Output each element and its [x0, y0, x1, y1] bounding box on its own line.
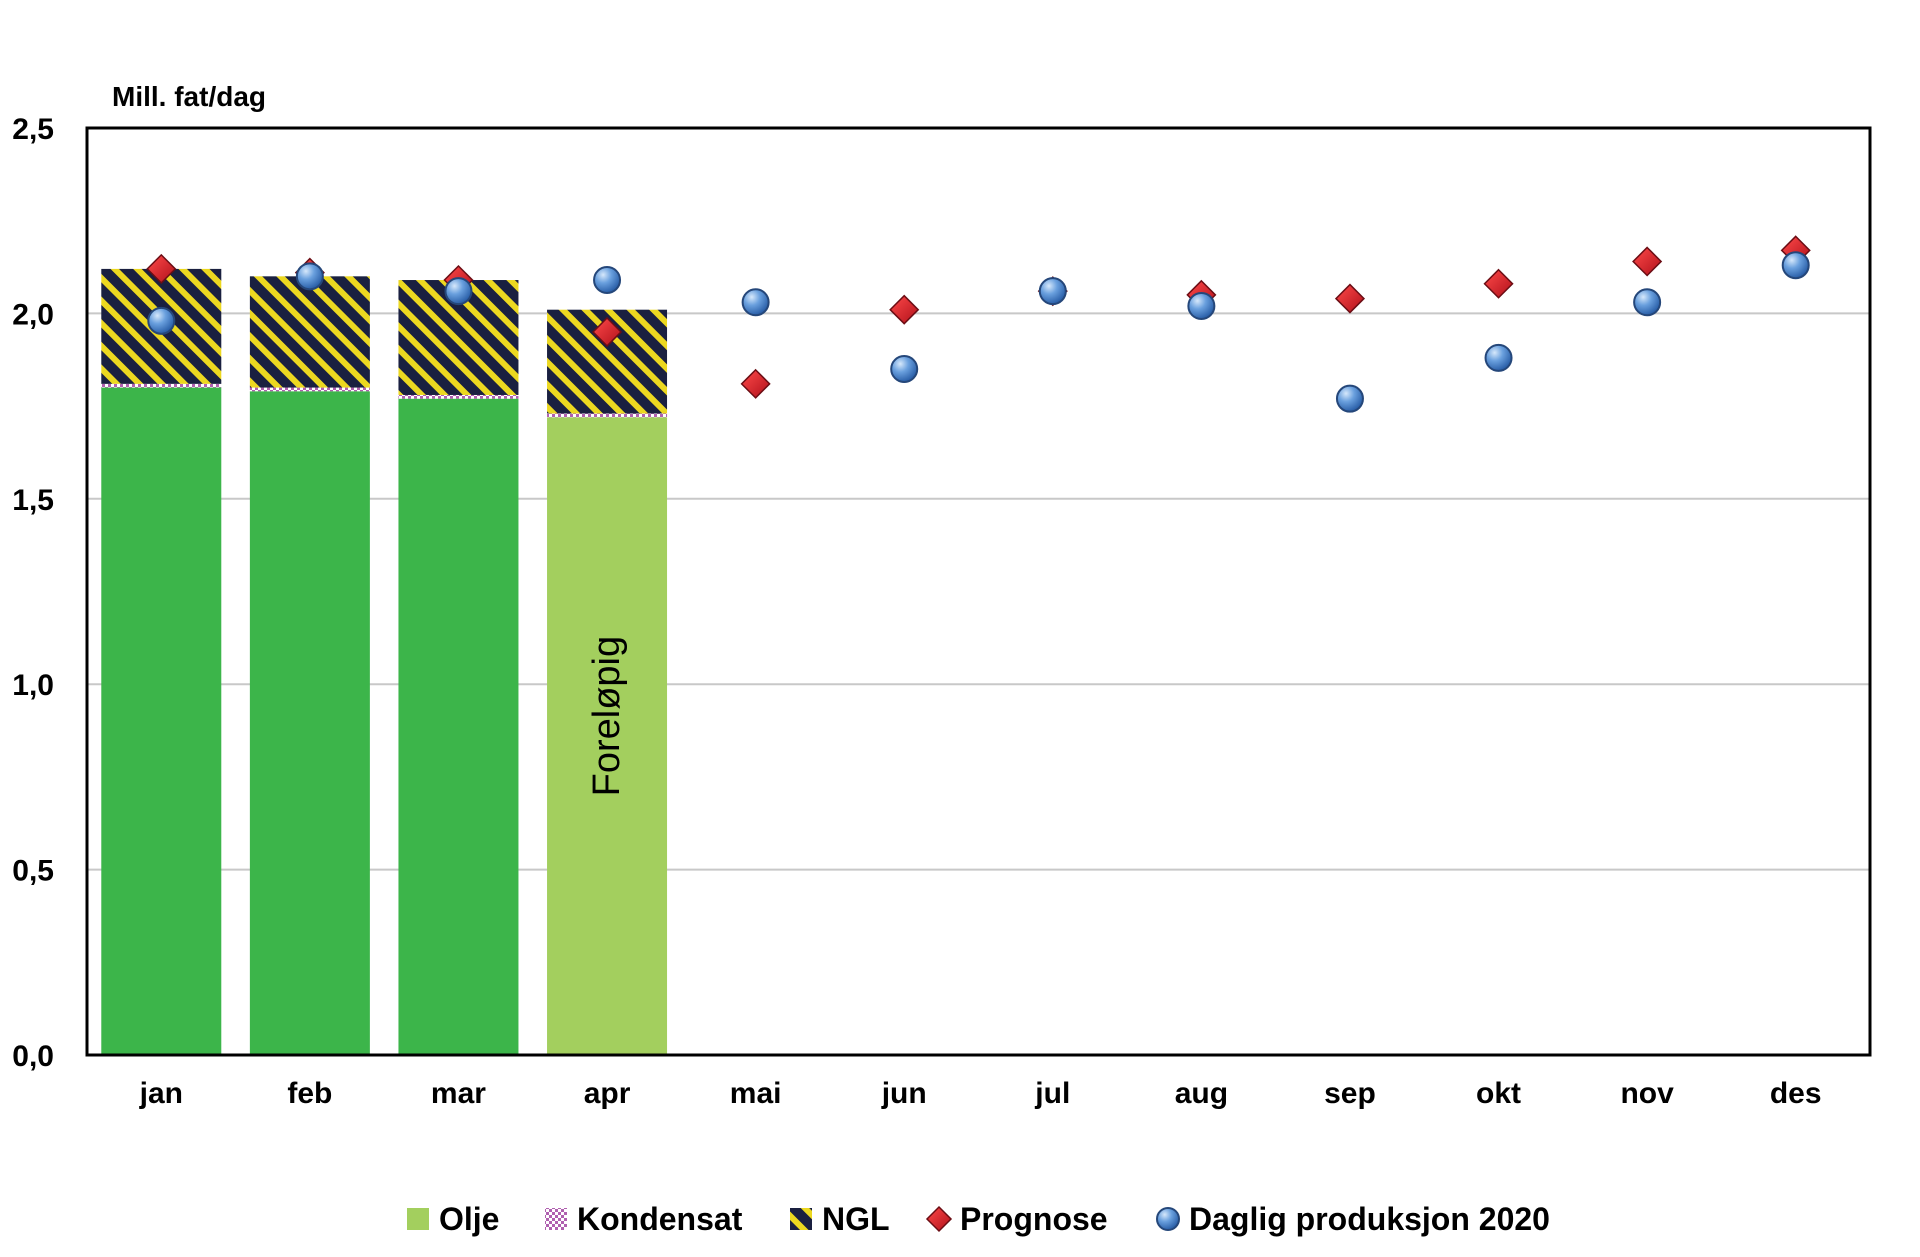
marker-daglig-mai	[741, 288, 770, 317]
bar-kondensat-feb	[249, 387, 370, 392]
legend-label-prognose: Prognose	[960, 1201, 1108, 1237]
plot-area	[87, 128, 1870, 1055]
marker-daglig-jul	[1038, 277, 1067, 306]
y-tick-label: 0,5	[12, 855, 54, 888]
bar-olje-jan	[101, 387, 222, 1055]
bar-kondensat-apr	[547, 413, 668, 418]
x-tick-label-feb: feb	[287, 1077, 332, 1110]
legend-swatch-daglig	[1156, 1207, 1180, 1231]
legend-layer: Olje Kondensat NGL Prognose Daglig produksjo…	[407, 1201, 1550, 1237]
x-tick-label-des: des	[1770, 1077, 1822, 1110]
y-tick-label: 1,0	[12, 669, 54, 702]
marker-daglig-mar	[444, 277, 473, 306]
legend-swatch-kondensat	[545, 1208, 567, 1230]
bar-kondensat-jan	[101, 383, 222, 388]
y-axis-label: Mill. fat/dag	[112, 81, 266, 112]
x-tick-label-aug: aug	[1175, 1077, 1228, 1110]
marker-prognose-sep	[1334, 283, 1366, 314]
legend-label-olje: Olje	[439, 1201, 499, 1237]
y-tick-label: 2,5	[12, 113, 54, 146]
bars-layer: Foreløpig	[101, 268, 668, 1056]
marker-prognose-apr	[591, 316, 623, 348]
marker-prognose-jan	[146, 253, 177, 284]
x-tick-label-nov: nov	[1620, 1077, 1674, 1110]
marker-prognose-okt	[1483, 268, 1514, 299]
y-tick-label: 0,0	[12, 1040, 54, 1073]
plot-frame	[85, 126, 1872, 1057]
bar-olje-apr	[547, 417, 668, 1055]
marker-daglig-nov	[1633, 288, 1662, 317]
marker-daglig-okt	[1484, 343, 1513, 372]
legend-swatch-prognose	[925, 1205, 953, 1233]
bar-annotation-forelopig: Foreløpig	[586, 636, 628, 797]
x-tick-label-jul: jul	[1034, 1077, 1070, 1110]
bar-kondensat-mar	[398, 394, 519, 399]
legend-swatch-ngl	[790, 1208, 812, 1230]
marker-prognose-nov	[1632, 246, 1663, 277]
marker-prognose-jun	[889, 294, 920, 325]
x-tick-label-okt: okt	[1476, 1077, 1521, 1110]
grid-layer	[87, 128, 1870, 1055]
marker-daglig-des	[1781, 251, 1810, 280]
x-tick-label-sep: sep	[1324, 1077, 1376, 1110]
bar-olje-feb	[249, 391, 370, 1055]
marker-daglig-aug	[1187, 291, 1216, 320]
markers-layer	[146, 235, 1811, 413]
x-tick-label-apr: apr	[584, 1077, 631, 1110]
axes-layer: 0,0 0,5 1,0 1,5 2,0 2,5 Mill. fat/dag jan feb mar…	[12, 81, 1872, 1110]
bar-ngl-feb	[249, 276, 370, 388]
legend-label-daglig-produksjon-2020: Daglig produksjon 2020	[1189, 1201, 1550, 1237]
marker-daglig-sep	[1335, 384, 1364, 413]
x-tick-label-jan: jan	[139, 1077, 183, 1110]
marker-daglig-jan	[147, 306, 176, 335]
x-tick-label-jun: jun	[881, 1077, 927, 1110]
legend-swatch-olje	[407, 1208, 429, 1230]
x-tick-label-mai: mai	[730, 1077, 782, 1110]
marker-daglig-feb	[295, 262, 324, 291]
marker-daglig-apr	[593, 266, 622, 295]
marker-prognose-mai	[740, 368, 771, 399]
bar-olje-mar	[398, 398, 519, 1056]
legend-label-kondensat: Kondensat	[577, 1201, 743, 1237]
legend-label-ngl: NGL	[822, 1201, 890, 1237]
x-tick-label-mar: mar	[431, 1077, 486, 1110]
y-tick-label: 1,5	[12, 484, 54, 517]
y-tick-label: 2,0	[12, 298, 54, 331]
marker-daglig-jun	[890, 355, 919, 384]
